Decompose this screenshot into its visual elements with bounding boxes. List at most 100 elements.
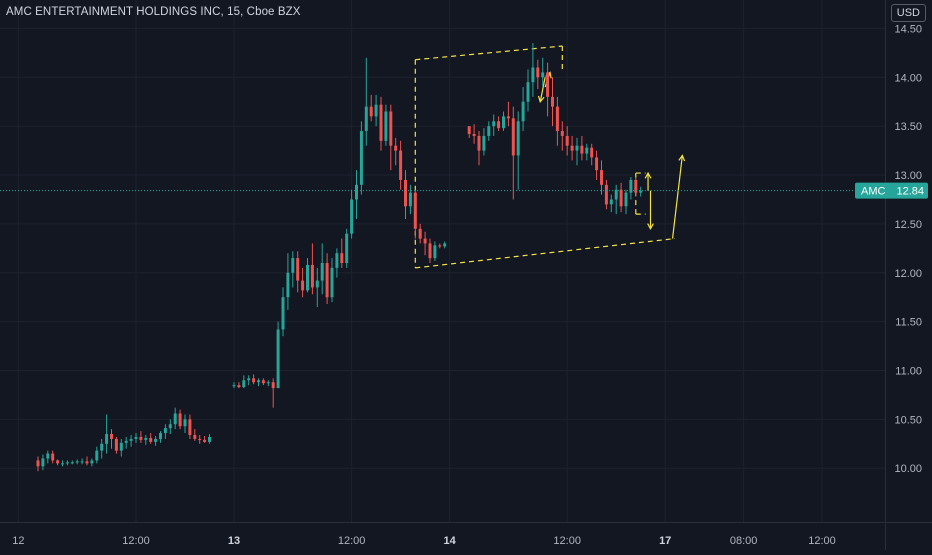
candle-body <box>149 437 153 442</box>
candle <box>629 176 633 200</box>
candle-body <box>70 462 74 464</box>
candle-body <box>124 440 128 443</box>
candle-body <box>291 258 295 273</box>
price-tick-label: 14.00 <box>894 72 922 84</box>
candle <box>51 450 55 464</box>
candle-body <box>56 460 60 464</box>
candle-body <box>129 438 133 441</box>
candle <box>433 241 437 262</box>
candle <box>75 459 79 465</box>
candle-body <box>433 245 437 259</box>
candle <box>516 111 520 190</box>
price-tick-label: 10.50 <box>894 414 922 426</box>
price-tick-label: 11.00 <box>895 366 922 378</box>
candle <box>315 267 319 307</box>
candle-body <box>404 179 407 207</box>
price-tick-label: 11.50 <box>895 317 922 329</box>
candle-body <box>242 380 246 388</box>
candle <box>168 419 172 435</box>
candle <box>506 101 510 127</box>
candle <box>477 131 481 166</box>
candle <box>526 69 530 112</box>
candle-body <box>119 442 123 451</box>
candle-body <box>188 419 192 436</box>
candle-body <box>51 453 55 461</box>
candle <box>139 431 143 443</box>
candle <box>624 189 628 215</box>
candle <box>482 128 486 156</box>
time-axis[interactable]: 12 12:00 13 12:00 14 12:00 17 08:00 12:00 <box>12 535 835 547</box>
candle <box>467 126 471 138</box>
candle <box>551 77 554 127</box>
candle <box>600 160 603 195</box>
candle <box>85 456 89 466</box>
candle <box>413 189 417 239</box>
candle <box>330 258 334 303</box>
candle <box>438 243 442 249</box>
candle <box>271 378 275 408</box>
candle <box>521 87 525 132</box>
candle-body <box>325 263 329 298</box>
candle <box>502 111 505 132</box>
candle <box>325 253 329 305</box>
price-label-value: 12.84 <box>896 186 924 198</box>
candle-body <box>257 380 260 383</box>
candle <box>70 460 74 465</box>
candle-body <box>173 413 177 425</box>
candle <box>531 43 535 97</box>
projection-arrow <box>671 154 686 239</box>
candle <box>173 407 177 430</box>
candle-body <box>624 192 628 207</box>
time-tick-label: 12:00 <box>122 535 150 547</box>
candle <box>604 179 608 210</box>
candle-body <box>95 450 99 461</box>
candle-body <box>604 184 608 205</box>
candle-body <box>502 116 505 129</box>
candle <box>286 253 290 310</box>
candle <box>203 435 207 443</box>
currency-button[interactable]: USD <box>890 4 926 22</box>
candle-body <box>144 437 148 440</box>
candle-body <box>350 199 354 234</box>
price-axis[interactable]: 14.50 14.00 13.50 13.00 12.50 12.00 11.50 11.00… <box>894 23 922 475</box>
candle-body <box>595 157 599 171</box>
candle-body <box>359 131 363 185</box>
candle-body <box>75 461 79 463</box>
price-tick-label: 10.00 <box>894 463 922 475</box>
candle-body <box>467 126 471 134</box>
chart-title[interactable]: AMC ENTERTAINMENT HOLDINGS INC, 15, Cboe… <box>6 6 301 18</box>
candle-body <box>423 238 427 244</box>
candle-body <box>516 121 520 156</box>
candle <box>355 170 358 220</box>
candle <box>80 458 84 465</box>
time-tick-label: 17 <box>659 535 671 547</box>
candle-body <box>560 131 564 136</box>
candle <box>443 241 447 249</box>
candle-body <box>163 428 167 434</box>
candle <box>276 321 280 389</box>
candle <box>193 429 197 441</box>
candle-body <box>374 104 378 117</box>
candle-body <box>355 184 358 200</box>
candle-body <box>301 280 305 291</box>
candle <box>565 126 569 156</box>
candle <box>95 446 99 464</box>
candle-body <box>619 189 623 207</box>
candle <box>242 375 246 389</box>
candle-body <box>61 463 64 465</box>
candle <box>306 258 309 293</box>
candle-series <box>36 43 643 472</box>
candle <box>232 382 236 389</box>
candle <box>65 460 69 466</box>
candle-body <box>438 245 442 247</box>
candle-body <box>306 264 309 291</box>
candle-body <box>369 106 373 117</box>
candle-body <box>203 439 207 442</box>
candle-body <box>477 135 481 151</box>
candle <box>41 454 45 471</box>
candle-body <box>413 192 417 229</box>
candle-body <box>506 116 510 119</box>
candle-body <box>565 135 569 146</box>
